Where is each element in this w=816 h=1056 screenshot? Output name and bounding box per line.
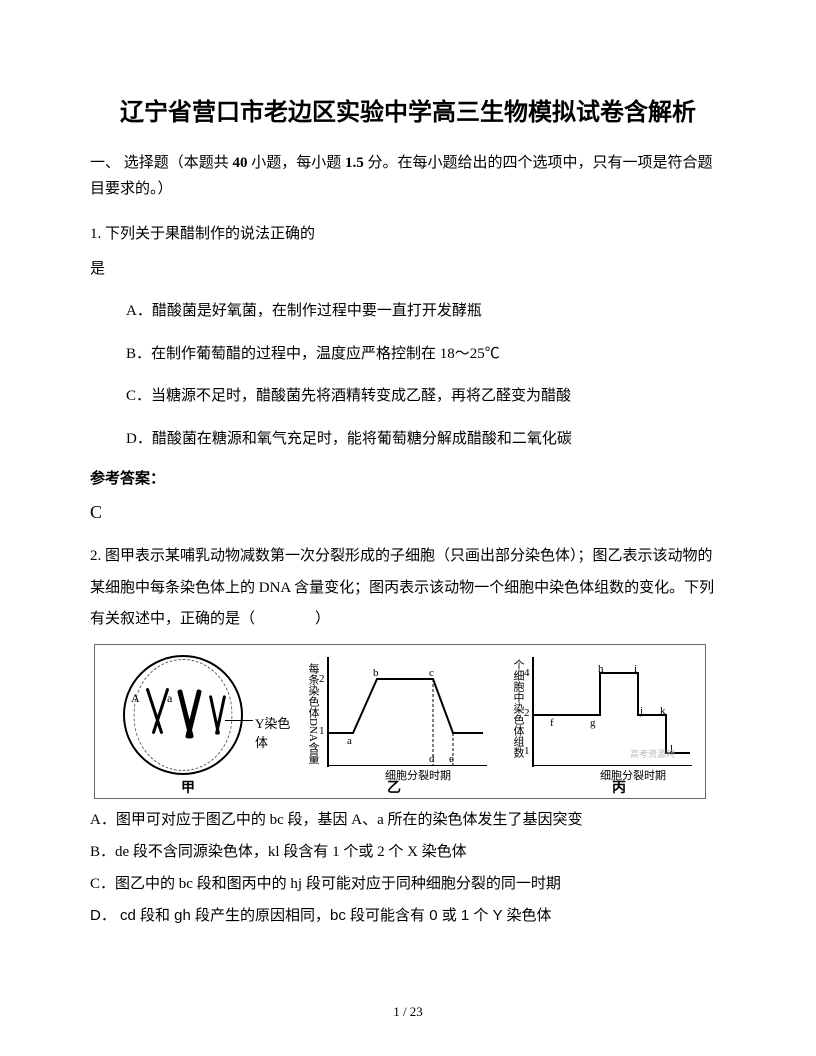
q2-options: A．图甲可对应于图乙中的 bc 段，基因 A、a 所在的染色体发生了基因突变 B… [90, 805, 726, 931]
pt-c: c [429, 667, 434, 679]
y-pointer-line [225, 720, 253, 721]
section-header: 一、 选择题（本题共 40 小题，每小题 1.5 分。在每小题给出的四个选项中，… [90, 151, 726, 202]
watermark: 高考资源网 [630, 747, 675, 760]
q2-figure: A a Y染色体 甲 每条染色体DNA含量 2 1 a b c d e 细胞分裂… [94, 644, 706, 799]
q2-option-a: A．图甲可对应于图乙中的 bc 段，基因 A、a 所在的染色体发生了基因突变 [90, 805, 726, 835]
allele-label-a: a [167, 691, 172, 706]
pt-j: j [640, 705, 643, 717]
allele-label-A: A [131, 691, 140, 706]
q1-option-a: A．醋酸菌是好氧菌，在制作过程中要一直打开发酵瓶 [126, 297, 726, 326]
panel-caption-jia: 甲 [181, 777, 195, 797]
pt-h: h [598, 663, 604, 675]
figure-panel-bing: 个细胞中染色体组数 4 2 1 f g h i j k l 高考资源网 细胞分裂… [500, 645, 705, 798]
panel-caption-bing: 丙 [612, 777, 626, 797]
q1-option-c: C．当糖源不足时，醋酸菌先将酒精转变成乙醛，再将乙醛变为醋酸 [126, 382, 726, 411]
figure-panel-yi: 每条染色体DNA含量 2 1 a b c d e 细胞分裂时期 乙 [295, 645, 500, 798]
figure-panel-jia: A a Y染色体 甲 [95, 645, 295, 798]
panel2-curve [295, 645, 500, 780]
panel3-xlabel: 细胞分裂时期 [600, 767, 666, 783]
section-prefix: 一、 选择题（本题共 [90, 155, 233, 171]
section-points: 1.5 [345, 155, 364, 171]
y-chromosome-label: Y染色体 [255, 713, 295, 751]
q1-stem-line1: 1. 下列关于果醋制作的说法正确的 [90, 220, 726, 249]
q1-stem-line2: 是 [90, 255, 726, 284]
section-mid1: 小题，每小题 [248, 155, 346, 171]
pt-e: e [449, 753, 454, 765]
section-count: 40 [233, 155, 248, 171]
panel-caption-yi: 乙 [387, 777, 401, 797]
pt-i: i [634, 663, 637, 675]
page-number: 1 / 23 [0, 1004, 816, 1020]
pt-b: b [373, 667, 379, 679]
pt-g: g [590, 717, 596, 729]
pt-d: d [429, 753, 435, 765]
q1-option-b: B．在制作葡萄醋的过程中，温度应严格控制在 18～25℃ [126, 340, 726, 369]
q2-option-d: D． cd 段和 gh 段产生的原因相同，bc 段可能含有 0 或 1 个 Y … [90, 901, 726, 931]
q2-stem: 2. 图甲表示某哺乳动物减数第一次分裂形成的子细胞（只画出部分染色体）；图乙表示… [90, 541, 726, 636]
q2-option-b: B．de 段不含同源染色体，kl 段含有 1 个或 2 个 X 染色体 [90, 837, 726, 867]
pt-a: a [347, 735, 352, 747]
pt-k: k [660, 705, 666, 717]
pt-f: f [550, 717, 554, 729]
page-title: 辽宁省营口市老边区实验中学高三生物模拟试卷含解析 [90, 95, 726, 131]
q2-option-c: C．图乙中的 bc 段和图丙中的 hj 段可能对应于同种细胞分裂的同一时期 [90, 869, 726, 899]
answer-label: 参考答案： [90, 467, 726, 488]
q1-option-d: D．醋酸菌在糖源和氧气充足时，能将葡萄糖分解成醋酸和二氧化碳 [126, 425, 726, 454]
q1-answer: C [90, 502, 726, 523]
